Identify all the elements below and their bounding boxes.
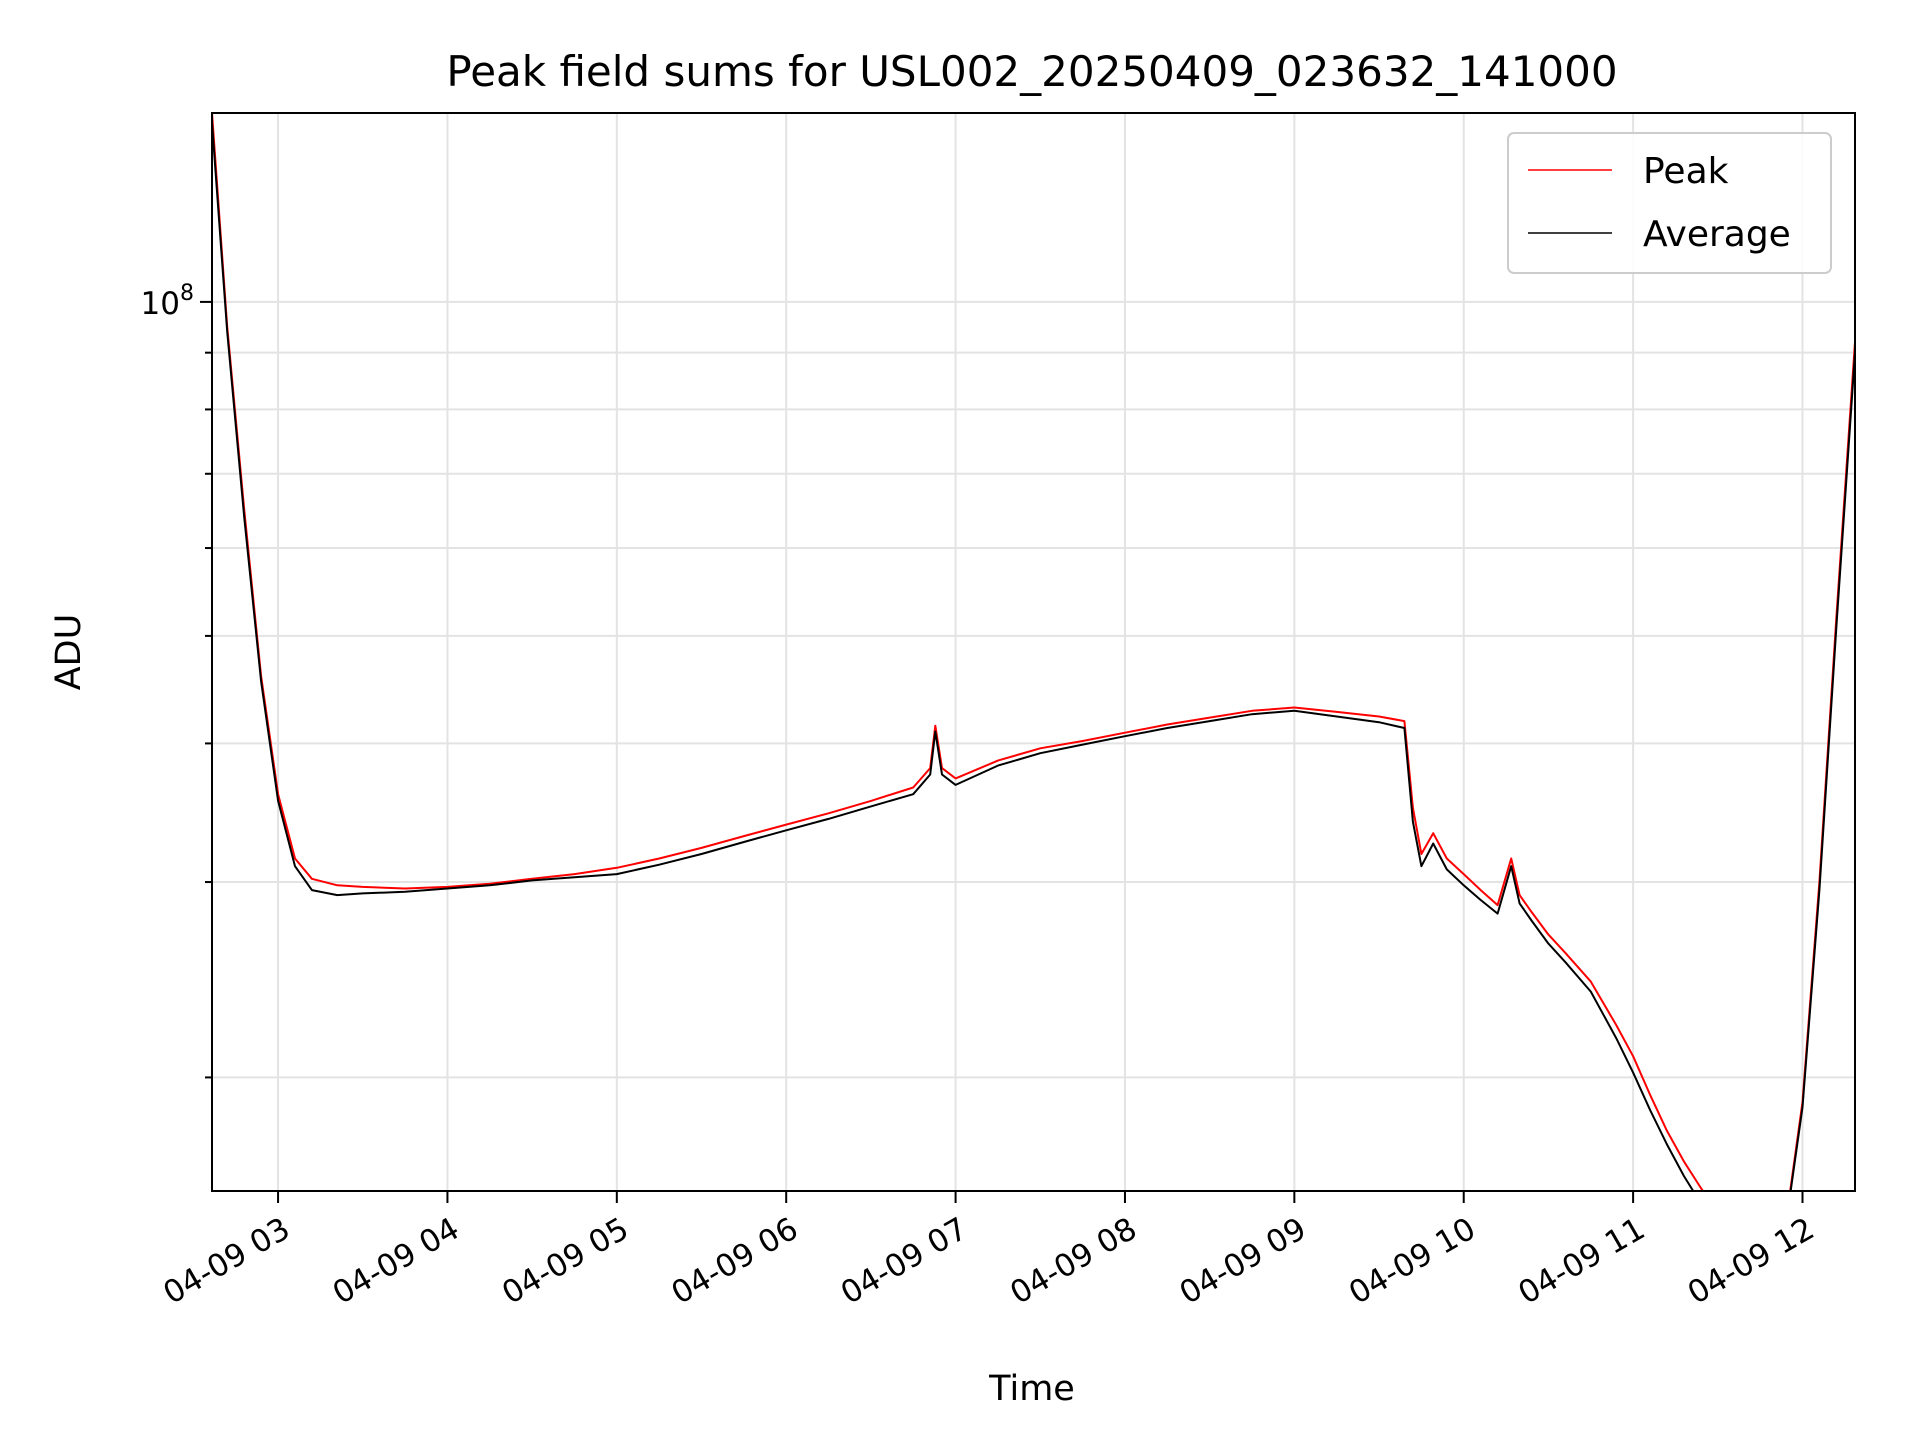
plot-frame xyxy=(211,112,1856,1192)
legend: Peak Average xyxy=(1507,132,1832,274)
x-axis-label: Time xyxy=(988,1369,1075,1409)
plot-area xyxy=(212,113,1855,1191)
y-axis-label: ADU xyxy=(49,614,89,691)
legend-label-peak: Peak xyxy=(1643,151,1729,192)
grid xyxy=(212,113,1855,1191)
series-line-average xyxy=(212,122,1855,1191)
y-axis: 108 xyxy=(141,281,212,1079)
legend-label-average: Average xyxy=(1643,214,1791,255)
y-tick-exponent: 8 xyxy=(180,281,194,306)
series-line-peak xyxy=(212,113,1855,1191)
y-tick-label-1e8: 108 xyxy=(141,281,194,322)
legend-box xyxy=(1507,132,1832,274)
chart-title: Peak field sums for USL002_20250409_0236… xyxy=(446,47,1617,96)
y-tick-mantissa: 10 xyxy=(141,286,180,322)
